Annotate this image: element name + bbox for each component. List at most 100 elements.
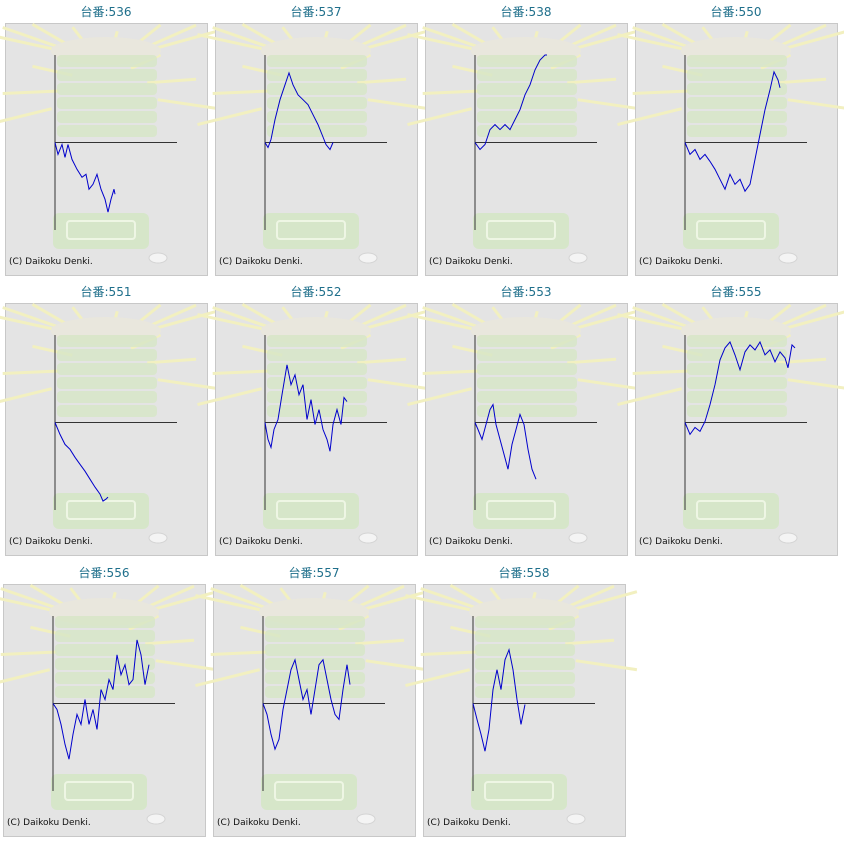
deco-coin — [146, 813, 166, 825]
deco-stack — [57, 349, 157, 361]
deco-tray-inner — [486, 500, 556, 520]
ray — [212, 306, 270, 329]
deco-stack — [267, 377, 367, 389]
deco-stack — [57, 405, 157, 417]
ray — [357, 77, 407, 85]
deco-stack — [477, 377, 577, 389]
ray — [407, 33, 472, 51]
series-line — [54, 422, 109, 502]
chart-panel: 台番:556 (C) Daikoku Denki. — [0, 565, 218, 837]
deco-stack — [267, 363, 367, 375]
ray — [777, 77, 827, 85]
ray — [420, 587, 478, 610]
deco-stack — [475, 616, 575, 628]
deco-stack — [267, 97, 367, 109]
chart-title: 台番:557 — [289, 565, 340, 580]
deco-stack — [477, 83, 577, 95]
deco-coin — [566, 813, 586, 825]
deco-tray-inner — [484, 781, 554, 801]
ray — [0, 387, 53, 404]
chart-title: 台番:556 — [79, 565, 130, 580]
deco-stack — [55, 644, 155, 656]
deco-stack — [687, 69, 787, 81]
deco-stack — [477, 405, 577, 417]
ray — [212, 26, 270, 49]
ray — [197, 107, 263, 127]
ray — [567, 357, 617, 365]
ray — [146, 23, 197, 49]
deco-stack — [477, 125, 577, 137]
deco-stack — [477, 69, 577, 81]
deco-stack — [57, 69, 157, 81]
series-line — [684, 70, 781, 193]
ray — [212, 89, 269, 96]
chart-title: 台番:538 — [501, 4, 552, 19]
chart-panel: 台番:550 (C) Daikoku Denki. — [617, 4, 844, 276]
deco-stack — [477, 349, 577, 361]
deco-coin — [778, 532, 798, 544]
ray — [157, 378, 220, 391]
ray — [155, 590, 218, 611]
chart-panel: 台番:555 (C) Daikoku Denki. — [617, 284, 844, 556]
ray — [575, 590, 638, 611]
deco-stack — [687, 111, 787, 123]
ray — [777, 357, 827, 365]
ray — [422, 369, 479, 376]
chart-panel: 台番:537 (C) Daikoku Denki. — [197, 4, 430, 276]
copyright: (C) Daikoku Denki. — [427, 818, 511, 828]
deco-stack — [687, 83, 787, 95]
copyright: (C) Daikoku Denki. — [219, 537, 303, 547]
deco-stack — [687, 405, 787, 417]
ray — [2, 26, 60, 49]
ray — [356, 23, 407, 49]
deco-stack — [265, 658, 365, 670]
ray — [564, 584, 615, 610]
deco-stack — [57, 377, 157, 389]
copyright: (C) Daikoku Denki. — [429, 537, 513, 547]
ray — [422, 26, 480, 49]
deco-stack — [267, 69, 367, 81]
ray — [632, 306, 690, 329]
series-line — [684, 340, 796, 436]
ray — [776, 23, 827, 49]
ray — [354, 584, 405, 610]
deco-stack — [687, 125, 787, 137]
chart-panel: 台番:536 (C) Daikoku Denki. — [0, 4, 220, 276]
ray — [632, 369, 689, 376]
copyright: (C) Daikoku Denki. — [9, 537, 93, 547]
deco-stack — [267, 391, 367, 403]
ray — [577, 309, 640, 330]
ray — [787, 378, 844, 390]
ray — [577, 378, 640, 391]
ray — [212, 369, 269, 376]
ray — [617, 387, 683, 407]
deco-stack — [265, 630, 365, 642]
deco-stack — [55, 658, 155, 670]
deco-stack — [267, 125, 367, 137]
deco-tray-inner — [276, 220, 346, 240]
deco-stack — [475, 630, 575, 642]
ray — [2, 306, 60, 329]
deco-tray-inner — [696, 500, 766, 520]
ray — [407, 107, 473, 127]
ray — [145, 638, 195, 646]
ray — [365, 659, 428, 672]
chart-title: 台番:537 — [291, 4, 342, 19]
ray — [210, 650, 267, 657]
chart-title: 台番:558 — [499, 565, 550, 580]
ray — [146, 303, 197, 329]
deco-stack — [687, 363, 787, 375]
deco-stack — [57, 97, 157, 109]
deco-stack — [267, 335, 367, 347]
deco-stack — [265, 616, 365, 628]
deco-stack — [57, 83, 157, 95]
chart-panel: 台番:553 (C) Daikoku Denki. — [407, 284, 640, 556]
copyright: (C) Daikoku Denki. — [217, 818, 301, 828]
chart-title: 台番:536 — [81, 4, 132, 19]
chart-title: 台番:555 — [711, 284, 762, 299]
copyright: (C) Daikoku Denki. — [9, 257, 93, 267]
deco-coin — [356, 813, 376, 825]
ray — [632, 26, 690, 49]
deco-stack — [265, 644, 365, 656]
